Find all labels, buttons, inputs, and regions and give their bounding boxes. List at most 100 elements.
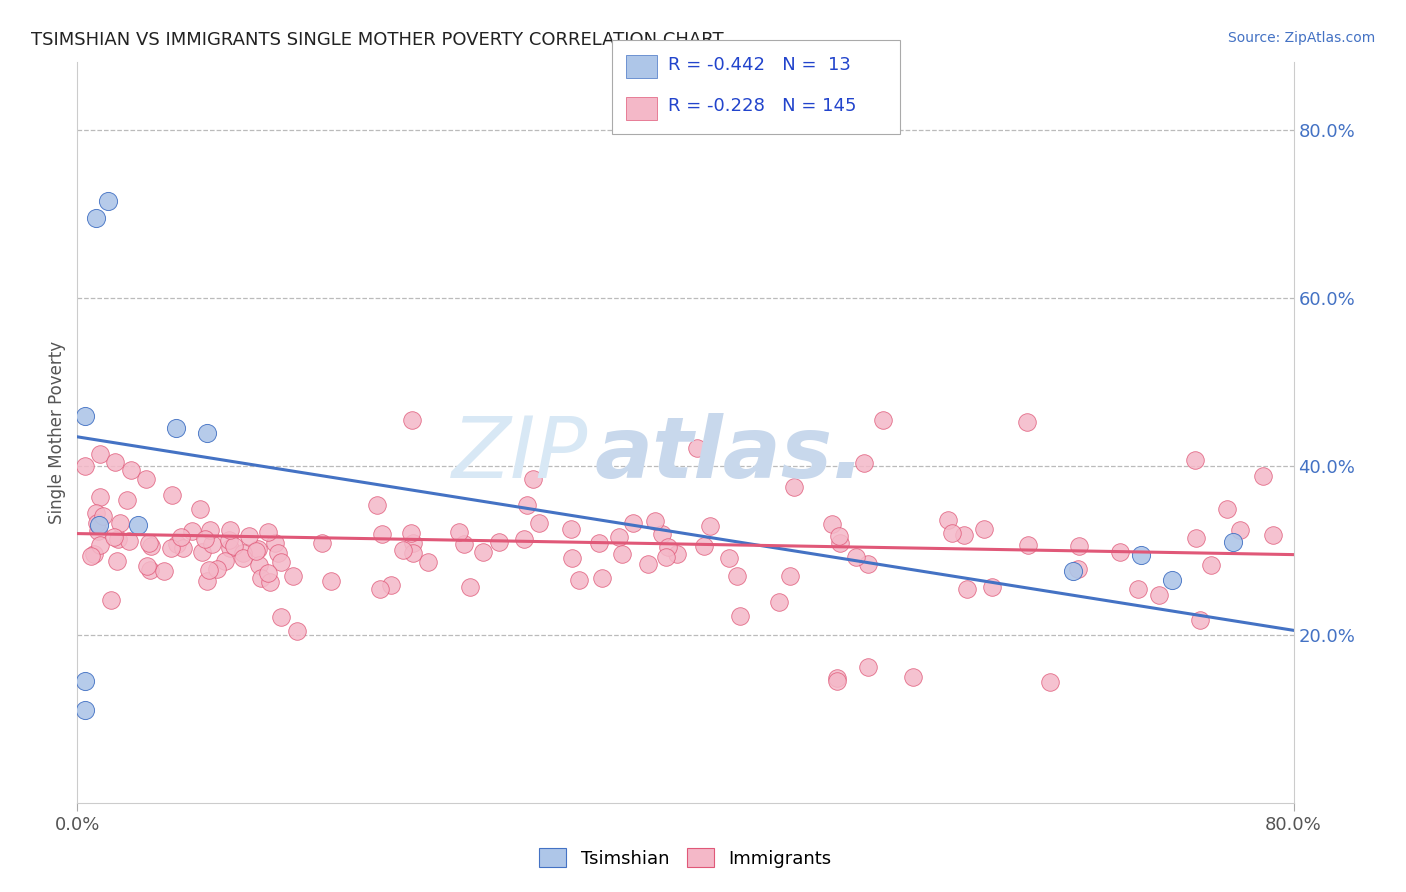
Point: [115, 492, 138, 507]
Point: [637, 557, 659, 571]
Point: [87, 524, 110, 539]
Point: [728, 608, 751, 623]
Point: [872, 413, 894, 427]
Point: [856, 557, 879, 571]
Point: [232, 545, 254, 559]
Point: [247, 542, 270, 557]
Point: [973, 522, 995, 536]
Point: [91, 508, 114, 523]
Point: [264, 535, 287, 549]
Point: [153, 565, 176, 579]
Point: [1130, 548, 1153, 562]
Point: [651, 527, 673, 541]
Text: TSIMSHIAN VS IMMIGRANTS SINGLE MOTHER POVERTY CORRELATION CHART: TSIMSHIAN VS IMMIGRANTS SINGLE MOTHER PO…: [31, 31, 724, 49]
Point: [516, 499, 538, 513]
Point: [247, 558, 270, 572]
Point: [165, 421, 187, 435]
Point: [513, 533, 536, 547]
Point: [657, 541, 679, 555]
Point: [828, 529, 851, 543]
Point: [402, 536, 425, 550]
Point: [366, 498, 388, 512]
Point: [941, 526, 963, 541]
Point: [1017, 538, 1039, 552]
Point: [418, 555, 440, 569]
Point: [449, 525, 471, 540]
Point: [160, 541, 183, 555]
Point: [108, 516, 131, 530]
Point: [205, 562, 228, 576]
Legend: Tsimshian, Immigrants: Tsimshian, Immigrants: [538, 848, 832, 868]
Point: [453, 537, 475, 551]
Point: [285, 624, 308, 638]
Point: [856, 659, 879, 673]
Point: [84, 211, 107, 225]
Point: [100, 592, 122, 607]
Point: [827, 671, 849, 685]
Point: [1062, 565, 1084, 579]
Point: [1222, 535, 1244, 549]
Point: [120, 463, 142, 477]
Point: [127, 518, 149, 533]
Point: [270, 610, 292, 624]
Point: [249, 571, 271, 585]
Point: [218, 541, 240, 555]
Point: [522, 472, 544, 486]
Point: [105, 554, 128, 568]
Point: [1189, 613, 1212, 627]
Point: [219, 523, 242, 537]
Point: [371, 527, 394, 541]
Point: [527, 516, 550, 531]
Point: [256, 566, 278, 581]
Point: [238, 529, 260, 543]
Point: [104, 455, 127, 469]
Point: [1229, 523, 1251, 537]
Point: [198, 523, 221, 537]
Point: [89, 447, 111, 461]
Text: ZIP: ZIP: [451, 413, 588, 496]
Point: [718, 550, 741, 565]
Point: [87, 518, 110, 533]
Point: [172, 541, 194, 555]
Point: [1126, 582, 1149, 596]
Point: [768, 595, 790, 609]
Point: [853, 457, 876, 471]
Point: [201, 537, 224, 551]
Point: [73, 409, 96, 423]
Point: [607, 530, 630, 544]
Point: [73, 459, 96, 474]
Point: [560, 522, 582, 536]
Point: [73, 703, 96, 717]
Point: [828, 536, 851, 550]
Point: [89, 538, 111, 552]
Point: [84, 506, 107, 520]
Point: [561, 551, 583, 566]
Point: [1184, 453, 1206, 467]
Point: [458, 580, 481, 594]
Point: [903, 670, 925, 684]
Point: [311, 535, 333, 549]
Point: [139, 563, 162, 577]
Point: [1069, 539, 1091, 553]
Point: [118, 534, 141, 549]
Text: Source: ZipAtlas.com: Source: ZipAtlas.com: [1227, 31, 1375, 45]
Point: [591, 571, 613, 585]
Point: [644, 514, 666, 528]
Point: [103, 530, 125, 544]
Point: [936, 513, 959, 527]
Point: [214, 554, 236, 568]
Point: [195, 425, 218, 440]
Point: [1109, 545, 1132, 559]
Point: [1263, 527, 1285, 541]
Point: [621, 516, 644, 530]
Point: [401, 546, 423, 560]
Point: [245, 544, 267, 558]
Point: [956, 582, 979, 597]
Point: [86, 516, 108, 530]
Point: [401, 413, 423, 427]
Point: [1201, 558, 1223, 572]
Text: atlas.: atlas.: [595, 413, 865, 496]
Point: [283, 569, 305, 583]
Point: [693, 539, 716, 553]
Point: [827, 673, 849, 688]
